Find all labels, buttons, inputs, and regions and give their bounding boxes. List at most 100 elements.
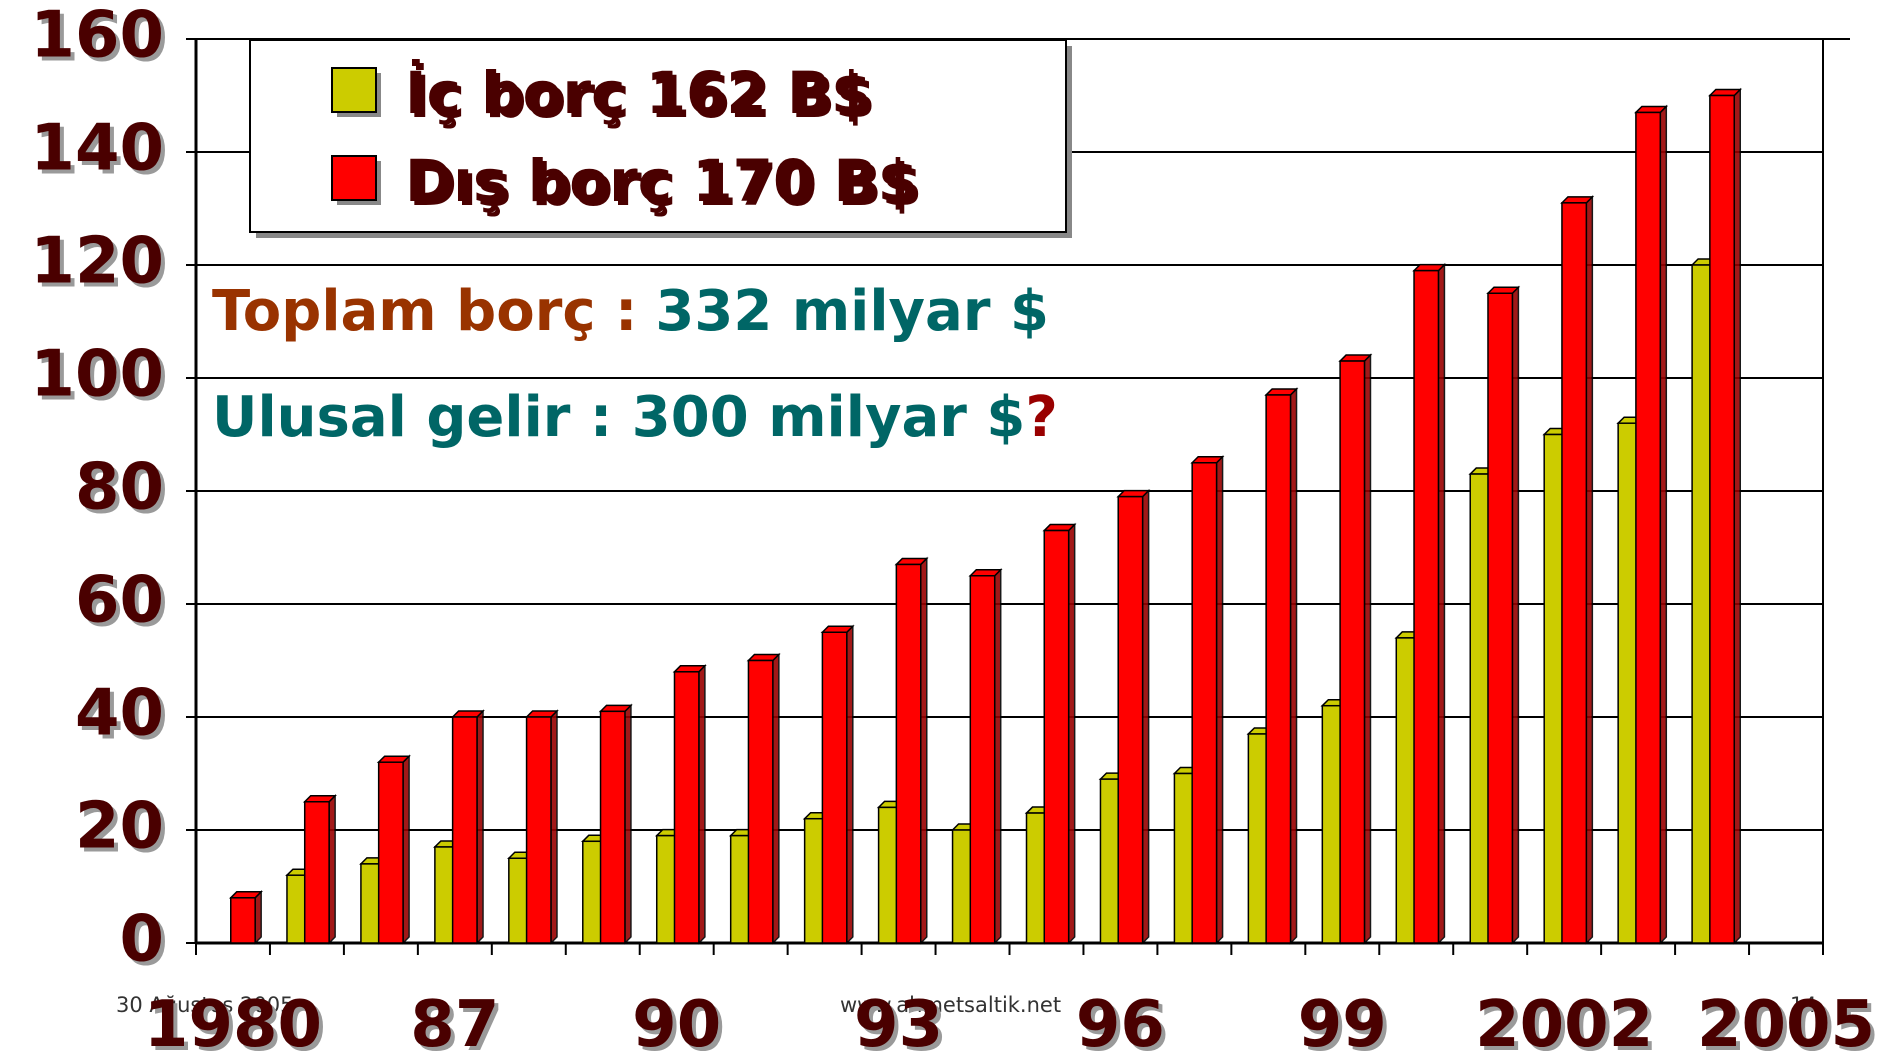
legend-label-shadow: İç borç 162 B$ (409, 62, 876, 131)
bar (1265, 394, 1292, 944)
bar (599, 710, 626, 944)
bar (1487, 292, 1514, 944)
x-tick-label: 96 (1076, 988, 1165, 1053)
bar (434, 846, 455, 944)
bar (508, 857, 529, 944)
y-tick-label-shadow: 0 (123, 907, 168, 981)
bar-side (624, 703, 632, 945)
x-tick-label-shadow: 96 (1080, 992, 1169, 1053)
bar (655, 834, 676, 944)
bar-side (1437, 262, 1446, 945)
bar (360, 863, 381, 944)
bar (1709, 94, 1736, 944)
annotation-part: 332 milyar $ (655, 279, 1049, 344)
bar-side (328, 793, 336, 945)
bar-side (1141, 488, 1150, 945)
bar-side (550, 709, 558, 945)
y-tick-label: 100 (30, 338, 164, 412)
bar (1617, 422, 1638, 944)
y-tick-label: 160 (30, 0, 164, 73)
footer-date: 30 Ağustos 2005 (116, 993, 294, 1017)
x-tick-label-shadow: 87 (414, 992, 503, 1053)
bar-side (1659, 104, 1668, 945)
bar (1543, 433, 1564, 944)
bar-side (1215, 454, 1224, 945)
bar (1339, 360, 1366, 944)
y-tick-label-shadow: 60 (79, 568, 168, 642)
bar-top (820, 625, 855, 633)
bar-side (402, 754, 410, 945)
bar (1191, 462, 1218, 944)
bar (803, 817, 824, 944)
bar (1691, 264, 1712, 944)
annotation-part: Toplam borç : (212, 279, 637, 344)
x-tick-label-shadow: 93 (858, 992, 947, 1053)
bar-top (524, 710, 559, 718)
bar-side (772, 652, 780, 945)
bar (1117, 495, 1144, 944)
bar-top (598, 704, 633, 713)
bar (747, 659, 774, 944)
bar (286, 874, 307, 944)
y-tick-label: 40 (75, 677, 164, 751)
annotation: Toplam borç : 332 milyar $ (212, 279, 1049, 344)
x-tick-label-shadow: 99 (1302, 992, 1391, 1053)
bar (303, 801, 330, 944)
legend-swatch (331, 155, 377, 201)
y-tick-label: 0 (119, 903, 164, 977)
bar (525, 716, 552, 944)
bar-side (476, 709, 484, 945)
x-tick-label: 1980 (144, 988, 322, 1053)
y-tick-label-shadow: 120 (34, 229, 168, 303)
bar (230, 897, 256, 944)
bar-side (1733, 87, 1742, 945)
bar-top (1042, 523, 1077, 532)
y-tick-label-shadow: 140 (34, 116, 168, 190)
bar-top (1190, 456, 1225, 464)
bar (673, 671, 700, 944)
x-tick-label: 87 (410, 988, 499, 1053)
bar (1561, 202, 1588, 944)
legend-box (249, 39, 1067, 233)
x-tick-label: 99 (1298, 988, 1387, 1053)
bar-top (1116, 489, 1151, 498)
bar (1469, 473, 1490, 944)
legend-label: İç borç 162 B$ (405, 58, 872, 127)
bar (1395, 637, 1416, 944)
x-tick-label-shadow: 2002 (1479, 992, 1657, 1053)
bar-top (302, 795, 337, 803)
bar (821, 631, 848, 944)
legend-label: Dış borç 170 B$ (405, 147, 918, 215)
bar-top (228, 891, 263, 899)
bar-top (894, 557, 929, 566)
bar (1099, 778, 1120, 944)
y-tick-label-shadow: 100 (34, 342, 168, 416)
annotation-part: ? (1025, 385, 1057, 450)
y-tick-label-shadow: 20 (79, 794, 168, 868)
bar-top (1560, 196, 1595, 204)
bar-side (698, 663, 706, 945)
x-tick-label-shadow: 90 (636, 992, 725, 1053)
bar (877, 806, 898, 944)
bar (895, 563, 922, 944)
bar-side (254, 889, 262, 945)
x-tick-label-shadow: 1980 (148, 992, 326, 1053)
x-tick-label: 90 (632, 988, 721, 1053)
bar-top (746, 653, 781, 662)
y-tick-label: 20 (75, 790, 164, 864)
x-tick-label: 2002 (1475, 988, 1653, 1053)
bar (451, 716, 478, 944)
bar (969, 575, 996, 944)
bar-top (1264, 388, 1299, 396)
bar (1413, 269, 1440, 944)
bar (1173, 772, 1194, 944)
bar (1025, 812, 1046, 944)
bar (1635, 111, 1662, 944)
bar-top (1634, 105, 1669, 114)
footer-page: 14 (1790, 993, 1817, 1017)
bar-top (672, 665, 707, 673)
x-tick-label-shadow: 2005 (1701, 992, 1879, 1053)
bar-top (450, 710, 485, 718)
annotation-part: Ulusal gelir : 300 milyar $ (212, 385, 1025, 450)
y-tick-label: 140 (30, 112, 164, 186)
